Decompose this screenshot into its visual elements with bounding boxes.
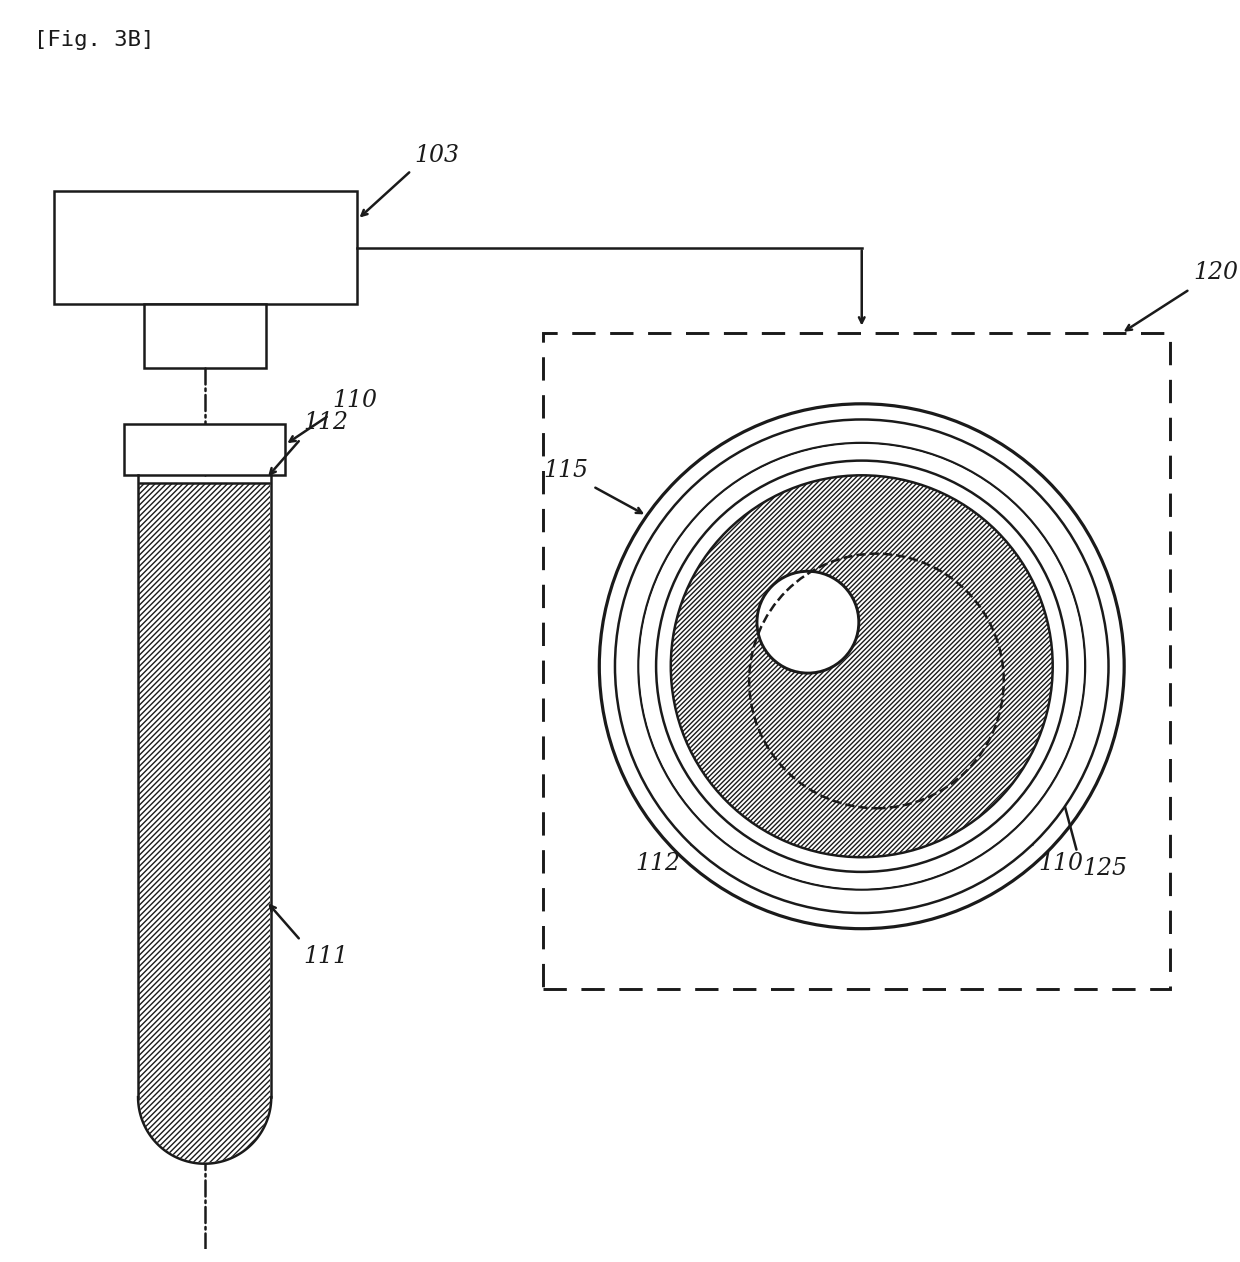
Circle shape	[671, 476, 1053, 857]
Text: 125: 125	[1083, 857, 1127, 880]
Text: 112: 112	[304, 411, 348, 434]
Text: 110: 110	[1038, 852, 1083, 876]
Bar	[124, 424, 285, 476]
Bar	[53, 192, 357, 304]
Text: [Fig. 3B]: [Fig. 3B]	[35, 30, 155, 49]
Text: 115: 115	[543, 459, 588, 482]
Text: 103: 103	[414, 144, 459, 167]
Circle shape	[640, 444, 1084, 888]
Bar	[144, 304, 267, 367]
Circle shape	[615, 419, 1109, 912]
Bar	[139, 483, 270, 1097]
Text: 126: 126	[857, 478, 901, 501]
Bar	[543, 333, 1171, 989]
Text: 111: 111	[304, 945, 348, 968]
Text: 110: 110	[332, 390, 377, 413]
Text: 120: 120	[1194, 261, 1239, 284]
Circle shape	[756, 572, 859, 673]
Text: 112: 112	[636, 852, 681, 876]
